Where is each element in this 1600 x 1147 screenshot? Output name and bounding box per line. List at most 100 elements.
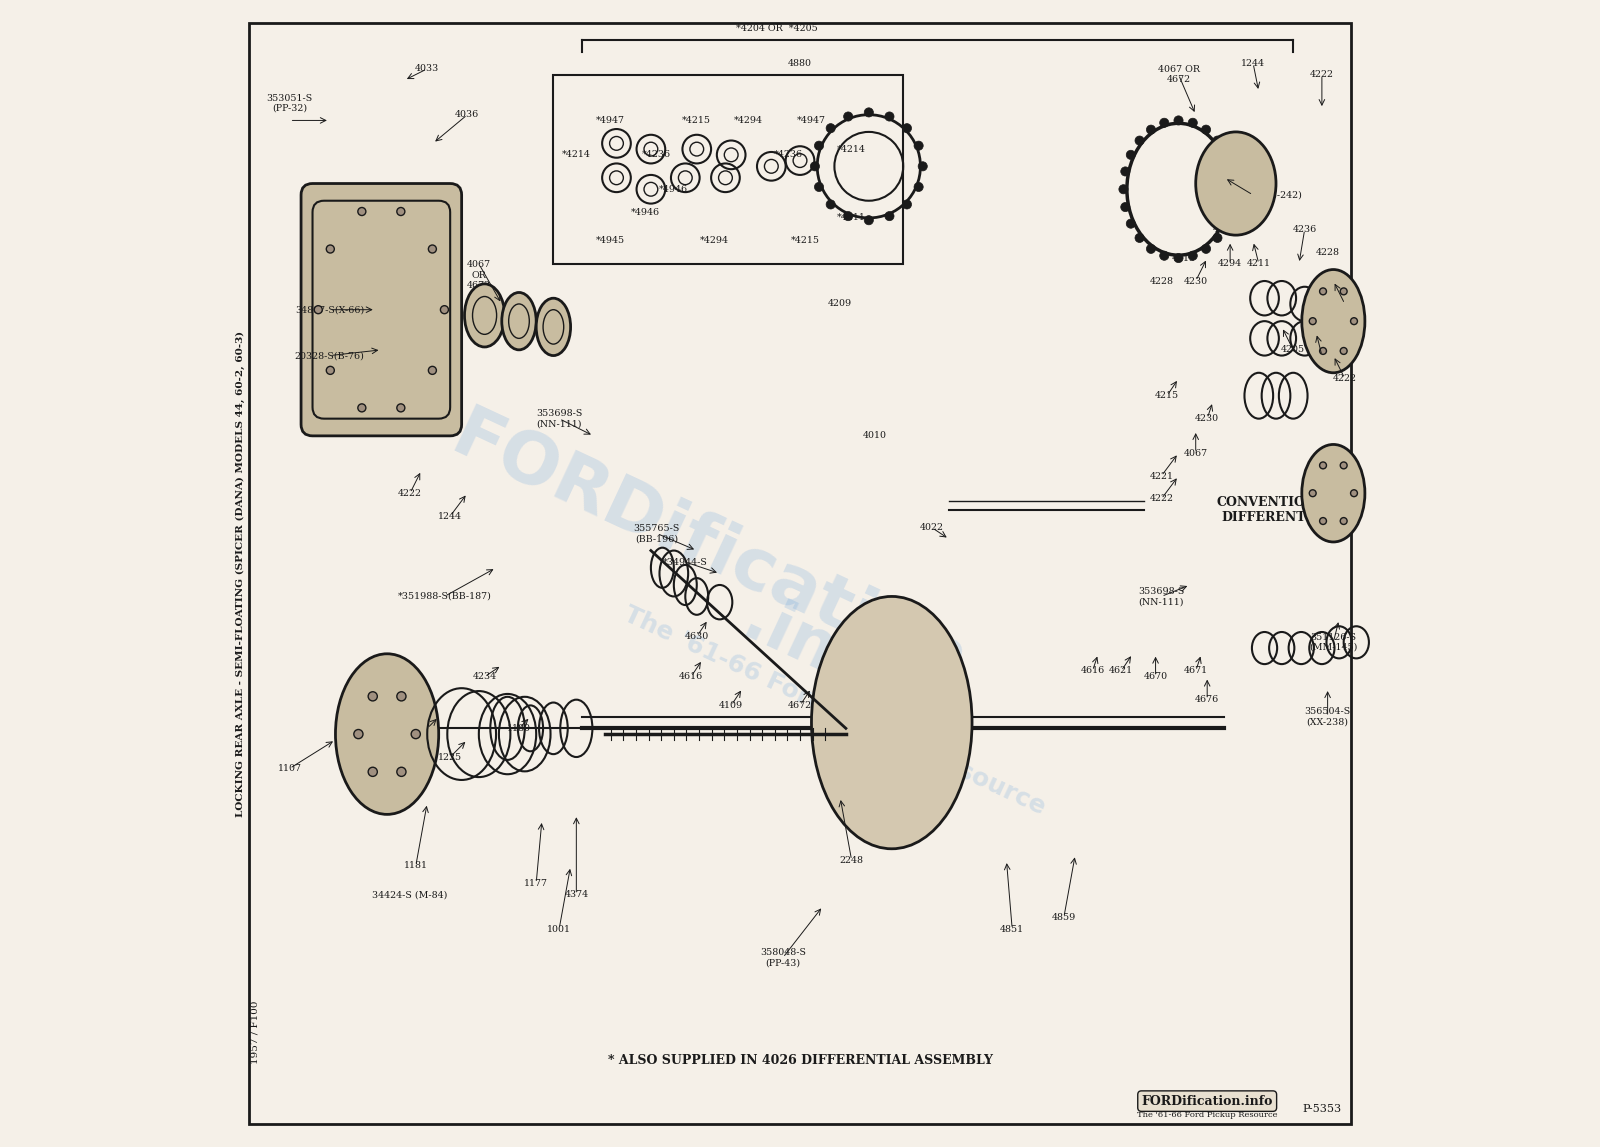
Ellipse shape: [397, 692, 406, 701]
Text: *4947: *4947: [597, 116, 626, 125]
Text: 1957 / F100: 1957 / F100: [251, 1000, 259, 1064]
Ellipse shape: [354, 729, 363, 739]
Text: *4211: *4211: [837, 213, 866, 223]
Ellipse shape: [814, 141, 824, 150]
Text: 4067
OR
4672: 4067 OR 4672: [467, 260, 491, 290]
Text: 4205: 4205: [1282, 345, 1306, 354]
Ellipse shape: [358, 404, 366, 412]
Ellipse shape: [1195, 132, 1277, 235]
Ellipse shape: [826, 200, 835, 209]
Ellipse shape: [864, 108, 874, 117]
Circle shape: [1213, 136, 1222, 146]
Ellipse shape: [326, 245, 334, 253]
Ellipse shape: [918, 162, 928, 171]
Circle shape: [1146, 125, 1155, 134]
Ellipse shape: [1320, 517, 1326, 524]
Text: 351126-S
(MM-145): 351126-S (MM-145): [1309, 633, 1357, 651]
Ellipse shape: [397, 767, 406, 777]
Text: 1244: 1244: [438, 512, 462, 521]
Circle shape: [1160, 251, 1170, 260]
Text: *4294: *4294: [734, 116, 763, 125]
Text: 356504-S
(XX-238): 356504-S (XX-238): [1304, 708, 1350, 726]
Text: 4230: 4230: [1195, 414, 1219, 423]
Text: 358048-S
(PP-43): 358048-S (PP-43): [760, 949, 806, 967]
Text: 4215: 4215: [1155, 391, 1179, 400]
Ellipse shape: [1350, 490, 1357, 497]
Circle shape: [1227, 166, 1237, 175]
Circle shape: [1146, 244, 1155, 253]
Text: *4214: *4214: [562, 150, 590, 159]
Ellipse shape: [1341, 288, 1347, 295]
Text: *4236: *4236: [642, 150, 670, 159]
Text: The '61-66 Ford Pickup Resource: The '61-66 Ford Pickup Resource: [619, 602, 1050, 820]
Ellipse shape: [411, 729, 421, 739]
Ellipse shape: [843, 211, 853, 220]
Text: P-5353: P-5353: [1302, 1105, 1341, 1114]
Text: 4209: 4209: [829, 299, 853, 309]
Text: 1244: 1244: [1242, 58, 1266, 68]
Circle shape: [1222, 150, 1230, 159]
Circle shape: [1126, 150, 1136, 159]
Ellipse shape: [1302, 270, 1365, 373]
Text: *4204 OR  *4205: *4204 OR *4205: [736, 24, 818, 33]
Text: *4236: *4236: [774, 150, 803, 159]
Circle shape: [1126, 219, 1136, 228]
Text: 355765-S
(BB-196): 355765-S (BB-196): [634, 524, 680, 543]
Ellipse shape: [368, 767, 378, 777]
Circle shape: [1227, 203, 1237, 212]
Ellipse shape: [1320, 348, 1326, 354]
Text: *4214: *4214: [837, 145, 866, 154]
Text: 353698-S
(NN-111): 353698-S (NN-111): [1138, 587, 1184, 606]
Ellipse shape: [814, 182, 824, 192]
Ellipse shape: [1320, 288, 1326, 295]
Ellipse shape: [914, 141, 923, 150]
Circle shape: [1120, 203, 1130, 212]
Circle shape: [1189, 251, 1197, 260]
Text: 4671: 4671: [1184, 666, 1208, 676]
Text: 4228: 4228: [1315, 248, 1339, 257]
Text: 4109: 4109: [718, 701, 744, 710]
Text: 4222: 4222: [398, 489, 422, 498]
Circle shape: [1229, 185, 1238, 194]
Text: CONVENTIONAL
DIFFERENTIAL: CONVENTIONAL DIFFERENTIAL: [1216, 497, 1336, 524]
Ellipse shape: [811, 596, 973, 849]
Text: *34944-S: *34944-S: [662, 557, 707, 567]
Text: 4036: 4036: [456, 110, 480, 119]
Text: 4672: 4672: [787, 701, 813, 710]
Text: FORDification: FORDification: [440, 401, 976, 700]
Ellipse shape: [336, 654, 438, 814]
Text: 1225: 1225: [438, 752, 462, 762]
Text: 4670: 4670: [1144, 672, 1168, 681]
Text: * ALSO SUPPLIED IN 4026 DIFFERENTIAL ASSEMBLY: * ALSO SUPPLIED IN 4026 DIFFERENTIAL ASS…: [608, 1054, 992, 1068]
Text: 4222: 4222: [1310, 70, 1334, 79]
Text: 4033: 4033: [414, 64, 440, 73]
Ellipse shape: [502, 292, 536, 350]
Text: 4851: 4851: [1000, 924, 1024, 934]
Text: 1180: 1180: [507, 724, 531, 733]
Text: 34807-S(X-66): 34807-S(X-66): [294, 305, 365, 314]
Ellipse shape: [440, 306, 448, 313]
Ellipse shape: [1309, 318, 1317, 325]
Text: 4880: 4880: [787, 58, 813, 68]
Text: 4228: 4228: [1149, 276, 1173, 286]
Text: 4067: 4067: [1310, 351, 1334, 360]
Ellipse shape: [358, 208, 366, 216]
Ellipse shape: [1309, 490, 1317, 497]
Ellipse shape: [429, 245, 437, 253]
Ellipse shape: [1350, 318, 1357, 325]
Circle shape: [1160, 118, 1170, 127]
Ellipse shape: [1341, 462, 1347, 469]
Text: 4211: 4211: [1246, 259, 1270, 268]
Ellipse shape: [397, 208, 405, 216]
Circle shape: [1202, 244, 1211, 253]
Circle shape: [1134, 233, 1144, 242]
Ellipse shape: [902, 200, 912, 209]
FancyBboxPatch shape: [301, 184, 462, 436]
Ellipse shape: [843, 112, 853, 122]
Text: 4215: 4215: [1173, 253, 1197, 263]
Ellipse shape: [1302, 445, 1365, 541]
Circle shape: [1222, 219, 1230, 228]
Ellipse shape: [810, 162, 819, 171]
Circle shape: [1174, 253, 1182, 263]
Text: 4010: 4010: [862, 431, 886, 440]
